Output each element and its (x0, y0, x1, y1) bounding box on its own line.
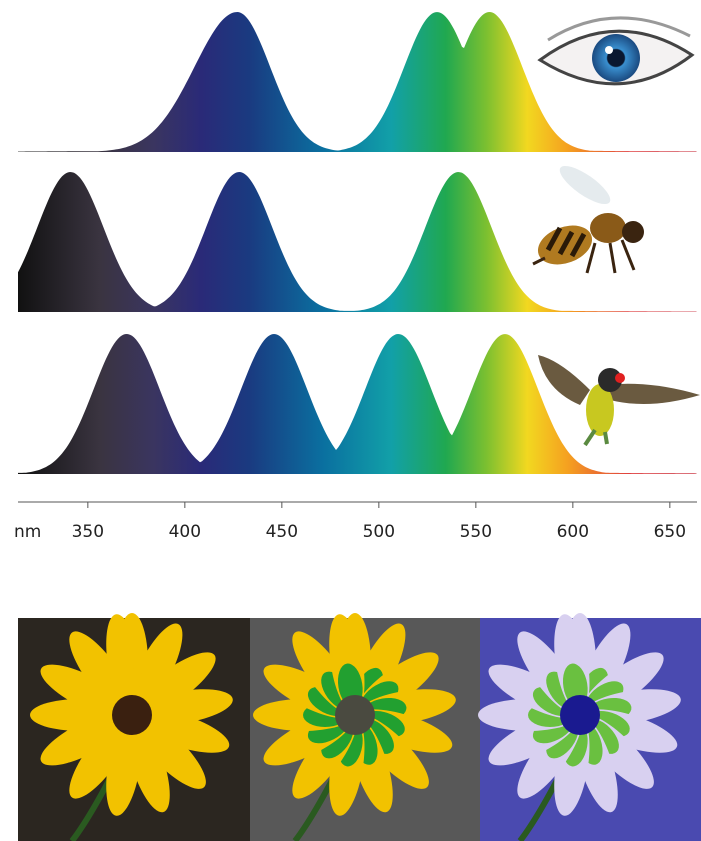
flowers (30, 613, 681, 841)
x-tick-label: 500 (363, 522, 395, 542)
disc (560, 695, 600, 735)
sensitivity-curve (18, 334, 697, 474)
disc (335, 695, 375, 735)
x-tick-label: 550 (460, 522, 492, 542)
x-tick-label: 600 (557, 522, 589, 542)
x-ticks: 350 400 450 500 550 600 650 (72, 502, 686, 542)
x-tick-label: 650 (654, 522, 686, 542)
x-tick-label: 350 (72, 522, 104, 542)
x-tick-label: 400 (169, 522, 201, 542)
sensitivity-curve (18, 12, 697, 152)
x-tick-label: 450 (266, 522, 298, 542)
bird-image (538, 355, 700, 447)
disc (112, 695, 152, 735)
x-axis-label: nm (14, 522, 41, 542)
spectra (18, 12, 697, 474)
bee-image (532, 165, 644, 274)
eye-image (537, 16, 695, 86)
sensitivity-curve (18, 172, 697, 312)
